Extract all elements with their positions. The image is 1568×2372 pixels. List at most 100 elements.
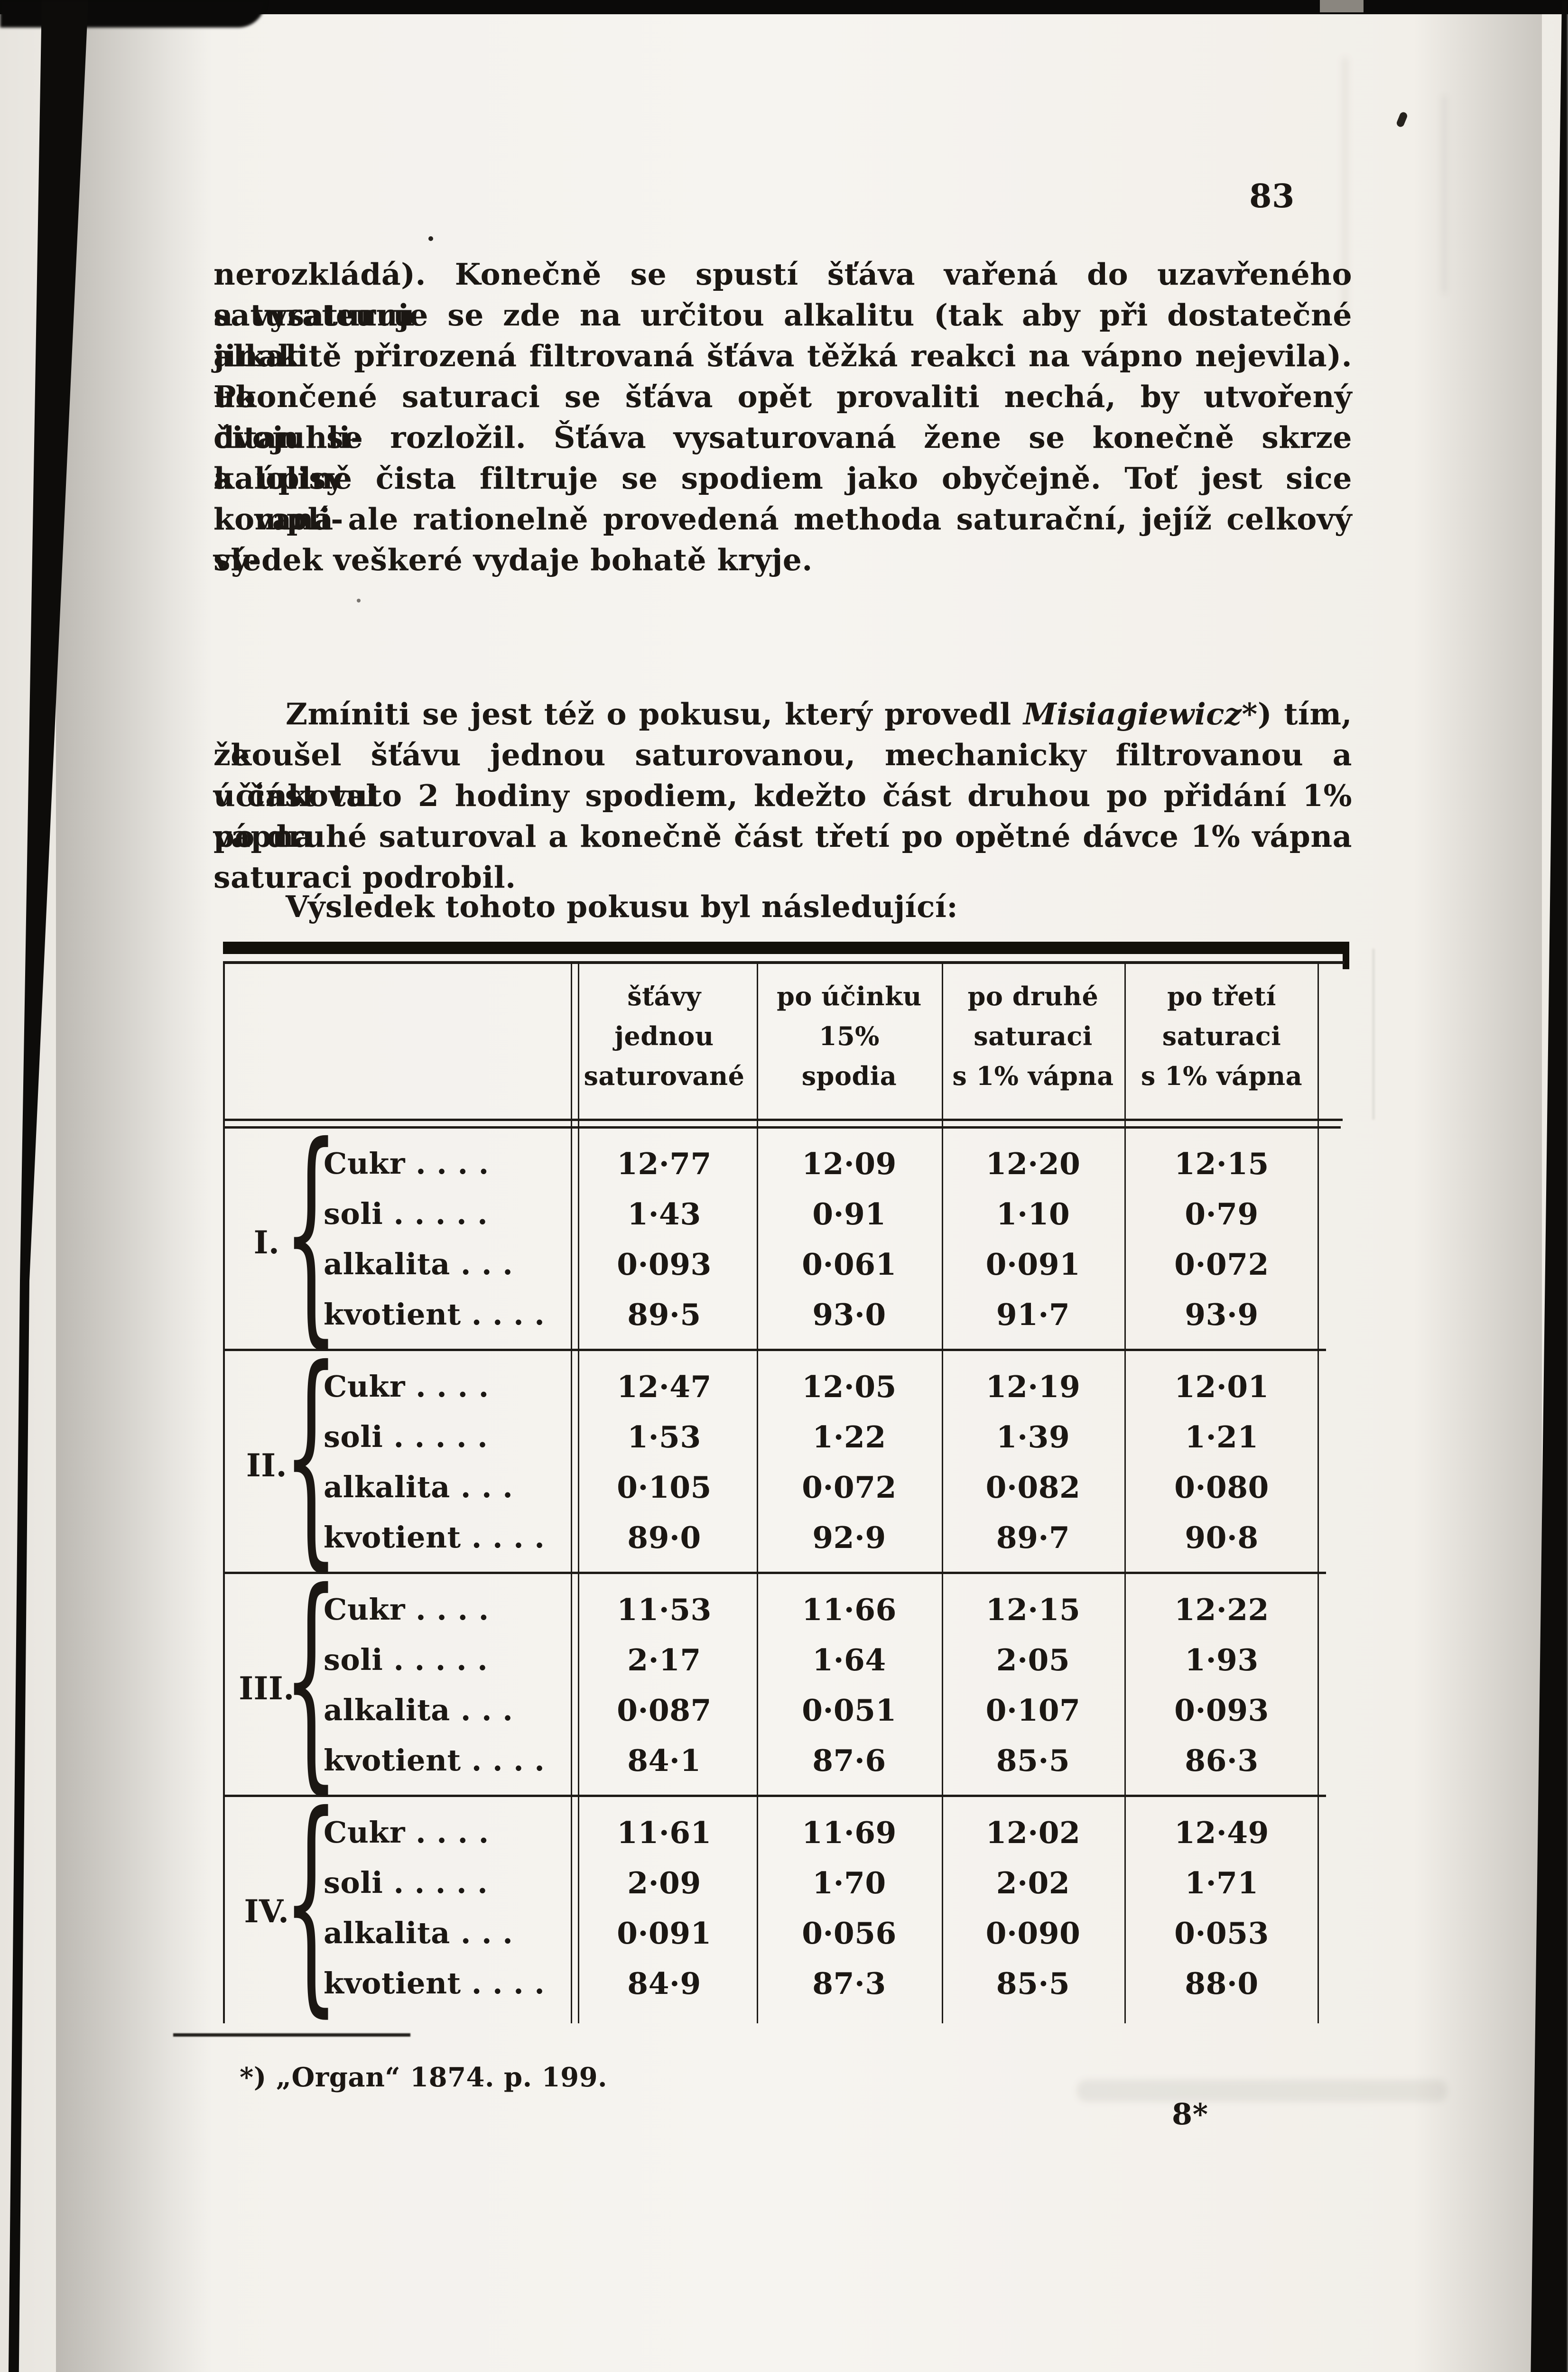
- column-header-line: po třetí: [1167, 981, 1276, 1011]
- page-number: 83: [1249, 177, 1295, 215]
- group-brace-icon: {: [283, 1543, 340, 1816]
- cell-value: 12·02: [985, 1815, 1081, 1850]
- bleed-through-ghost: [1077, 2080, 1447, 2102]
- cell-value: 11·66: [802, 1592, 897, 1627]
- gutter-shadow: [56, 0, 213, 2372]
- column-header-line: s 1% vápna: [1141, 1061, 1303, 1091]
- paragraph: nerozkládá). Konečně se spustí šťáva vař…: [213, 254, 1352, 580]
- cell-value: 0·061: [802, 1247, 897, 1282]
- table-column-line: [1317, 964, 1319, 2023]
- italic-author-name: Misiagiewicz: [1023, 696, 1242, 732]
- cell-value: 93·9: [1185, 1297, 1259, 1332]
- cell-value: 85·5: [996, 1966, 1070, 2001]
- table-column-line: [757, 964, 758, 2023]
- group-brace-icon: {: [283, 1766, 340, 2038]
- cell-value: 0·105: [617, 1470, 712, 1505]
- scan-edge-notch: [1320, 0, 1364, 12]
- row-label: Cukr . . . .: [324, 1369, 489, 1404]
- cell-value: 92·9: [812, 1520, 886, 1555]
- text-line: sledek veškeré vydaje bohatě kryje.: [213, 539, 1352, 580]
- bleed-through-line: [1373, 949, 1374, 1120]
- text-line: Zmíniti se jest též o pokusu, který prov…: [213, 694, 1352, 772]
- column-header-line: saturaci: [974, 1021, 1093, 1051]
- cell-value: 0·093: [1174, 1693, 1269, 1728]
- cell-value: 0·053: [1174, 1916, 1269, 1951]
- table-column-line: [1124, 964, 1126, 2023]
- cell-value: 12·01: [1174, 1369, 1269, 1404]
- cell-value: 0·082: [985, 1470, 1081, 1505]
- text-segment: kovaná ale rationelně provedená methoda …: [213, 501, 1352, 577]
- scan-corner: [0, 0, 266, 28]
- group-numeral: II.: [246, 1447, 288, 1484]
- table-rule-under-top: [223, 961, 1345, 964]
- cell-value: 0·107: [985, 1693, 1081, 1728]
- cell-value: 0·093: [617, 1247, 712, 1282]
- table-group-separator: [224, 1572, 1326, 1574]
- table-column-line: [223, 964, 225, 2023]
- column-header-line: s 1% vápna: [952, 1061, 1114, 1091]
- cell-value: 1·70: [812, 1865, 886, 1900]
- cell-value: 2·02: [996, 1865, 1070, 1900]
- row-label: kvotient . . . .: [324, 1966, 545, 2001]
- text-segment: nerozkládá). Konečně se spustí šťáva vař…: [213, 257, 1352, 333]
- column-header-line: saturaci: [1162, 1021, 1281, 1051]
- text-line: kovaná ale rationelně provedená methoda …: [213, 499, 1352, 577]
- cell-value: 86·3: [1185, 1743, 1259, 1778]
- text-segment: zkoušel šťávu jednou saturovanou, mechan…: [213, 737, 1352, 813]
- group-numeral: IV.: [244, 1893, 289, 1930]
- page-edge-shadow: [1414, 0, 1542, 2372]
- cell-value: 1·93: [1185, 1642, 1259, 1677]
- text-segment: sledek veškeré vydaje bohatě kryje.: [213, 542, 813, 577]
- column-header: po účinku 15% spodia: [759, 976, 939, 1096]
- cell-value: 1·39: [996, 1419, 1070, 1455]
- cell-value: 1·43: [627, 1196, 701, 1232]
- cell-value: 93·0: [812, 1297, 886, 1332]
- column-header-line: 15%: [819, 1021, 880, 1051]
- cell-value: 12·15: [1174, 1146, 1269, 1181]
- text-segment: Zmíniti se jest též o pokusu, který prov…: [286, 696, 1024, 732]
- bleed-through-streak: [1442, 95, 1446, 294]
- cell-value: 12·77: [617, 1146, 712, 1181]
- text-line: a vysaturuje se zde na určitou alkalitu …: [213, 295, 1352, 373]
- text-line: zkoušel šťávu jednou saturovanou, mechan…: [213, 734, 1352, 813]
- bleed-through-streak: [1343, 57, 1347, 323]
- ink-speck: [428, 236, 433, 241]
- signature-mark: 8*: [1172, 2097, 1208, 2131]
- table-column-line: [578, 964, 579, 2023]
- cell-value: 0·087: [617, 1693, 712, 1728]
- text-line: saturaci podrobil.: [213, 857, 1352, 898]
- cell-value: 0·91: [812, 1196, 886, 1232]
- column-header: po druhé saturaci s 1% vápna: [943, 976, 1123, 1096]
- footnote-rule: [173, 2033, 410, 2037]
- cell-value: 1·10: [996, 1196, 1070, 1232]
- row-label: alkalita . . .: [324, 1916, 513, 1950]
- cell-value: 2·05: [996, 1642, 1070, 1677]
- text-segment: saturaci podrobil.: [213, 860, 516, 895]
- text-segment: *) tím, že: [213, 696, 1352, 772]
- cell-value: 0·072: [802, 1470, 897, 1505]
- cell-value: 91·7: [996, 1297, 1070, 1332]
- cell-value: 11·53: [617, 1592, 712, 1627]
- cell-value: 12·15: [985, 1592, 1081, 1627]
- text-line: a úplně čista filtruje se spodiem jako o…: [213, 458, 1352, 537]
- cell-value: 0·091: [985, 1247, 1081, 1282]
- table-rule-top: [223, 942, 1348, 954]
- text-segment: čitan se rozložil. Šťáva vysaturovaná že…: [213, 420, 1352, 496]
- row-label: Cukr . . . .: [324, 1146, 489, 1181]
- column-header-line: po účinku: [777, 981, 922, 1011]
- paragraph: Výsledek tohoto pokusu byl následující:: [213, 886, 1352, 927]
- ink-speck: [1395, 111, 1409, 128]
- cell-value: 12·19: [985, 1369, 1081, 1404]
- row-label: soli . . . . .: [324, 1642, 488, 1677]
- table-rule-top-hook: [1343, 942, 1349, 969]
- table-rule-header-1: [223, 1119, 1343, 1121]
- table-rule-header-2: [223, 1126, 1341, 1129]
- row-label: kvotient . . . .: [324, 1743, 545, 1778]
- text-segment: po druhé saturoval a konečně část třetí …: [213, 819, 1352, 854]
- cell-value: 0·79: [1185, 1196, 1259, 1232]
- column-header-line: spodia: [801, 1061, 897, 1091]
- cell-value: 12·09: [802, 1146, 897, 1181]
- text-segment: v část tuto 2 hodiny spodiem, kdežto čás…: [213, 778, 1352, 854]
- column-header-line: šťávy: [627, 981, 701, 1011]
